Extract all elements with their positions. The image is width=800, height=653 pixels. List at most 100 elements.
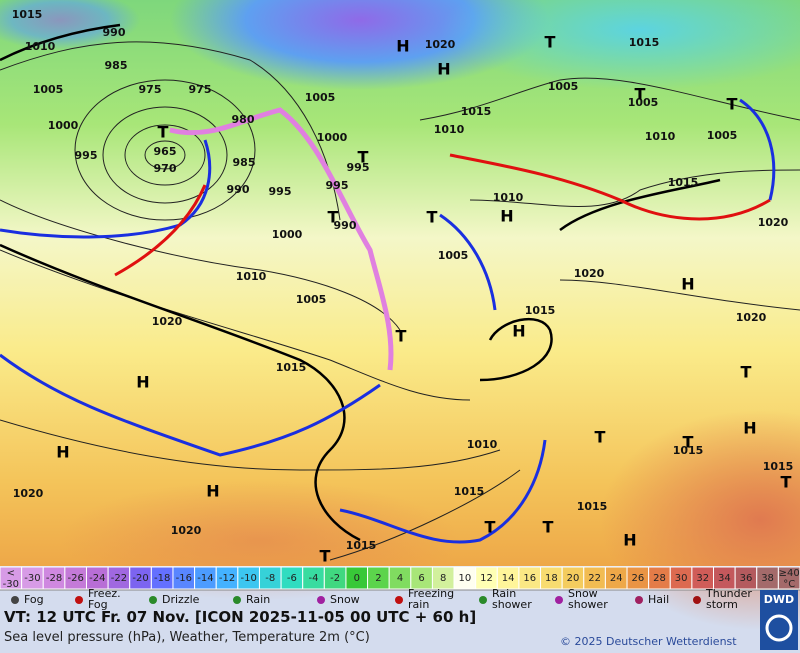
isobar-label: 1010	[434, 123, 465, 136]
legend-label-line: Freezing	[408, 587, 454, 600]
scale-label: -16	[176, 573, 192, 584]
legend-icon	[395, 596, 403, 604]
high-pressure-label: H	[623, 531, 636, 550]
isobar-label: 1010	[236, 270, 267, 283]
map	[0, 0, 800, 630]
scale-label: ≥40	[779, 568, 800, 579]
high-pressure-label: H	[681, 275, 694, 294]
scale-label: 24	[610, 573, 623, 584]
low-pressure-label: T	[358, 148, 369, 167]
low-pressure-label: T	[727, 95, 738, 114]
legend-icon	[555, 596, 563, 604]
low-pressure-label: T	[543, 518, 554, 537]
isobar-label: 995	[75, 149, 98, 162]
isobar-label: 1010	[645, 130, 676, 143]
high-pressure-label: H	[500, 207, 513, 226]
scale-label: 10	[458, 573, 471, 584]
valid-time: VT: 12 UTC Fr. 07 Nov. [ICON 2025-11-05 …	[4, 608, 476, 626]
scale-label: -22	[111, 573, 127, 584]
scale-label: 32	[696, 573, 709, 584]
high-pressure-label: H	[512, 322, 525, 341]
low-pressure-label: T	[320, 547, 331, 566]
scale-label: 38	[761, 573, 774, 584]
low-pressure-label: T	[595, 428, 606, 447]
isobar-label: 1000	[272, 228, 303, 241]
low-pressure-label: T	[741, 363, 752, 382]
legend-label: Freezing rain	[408, 587, 454, 611]
scale-label: 18	[545, 573, 558, 584]
scale-label: 6	[418, 573, 424, 584]
legend-label-line: Drizzle	[162, 593, 200, 606]
legend-icon	[479, 596, 487, 604]
low-pressure-label: T	[545, 33, 556, 52]
legend-label-line: Freez.	[88, 587, 121, 600]
legend-label-line: Snow	[568, 587, 598, 600]
legend-label: Rain shower	[492, 587, 532, 611]
legend-label-line: shower	[568, 598, 608, 611]
legend-label: Snow	[330, 593, 360, 606]
main-isobars	[0, 23, 721, 542]
cool-area	[440, 0, 800, 90]
scale-label: -26	[68, 573, 84, 584]
scale-label: 8	[440, 573, 446, 584]
isobar-label: 1005	[296, 293, 327, 306]
legend-label-line: Hail	[648, 593, 669, 606]
high-pressure-label: H	[56, 443, 69, 462]
isobar-label: 1005	[548, 80, 579, 93]
legend-label: Rain	[246, 593, 270, 606]
isobar-label: 1015	[346, 539, 377, 552]
isobar-label: 990	[227, 183, 250, 196]
isobar-label: 1020	[13, 487, 44, 500]
scale-label: -28	[46, 573, 62, 584]
scale-label: -10	[240, 573, 256, 584]
legend-icon	[75, 596, 83, 604]
scale-label: °C	[783, 579, 795, 590]
isobar-label: 1020	[574, 267, 605, 280]
isobar-label: 1005	[438, 249, 469, 262]
high-pressure-label: H	[437, 60, 450, 79]
high-pressure-label: H	[206, 482, 219, 501]
isobar-label: 1015	[763, 460, 794, 473]
legend-label-line: Fog	[88, 598, 108, 611]
scale-label: <	[7, 568, 15, 579]
isobar-label: 1020	[152, 315, 183, 328]
isobar-label: 995	[269, 185, 292, 198]
low-pressure-label: T	[635, 85, 646, 104]
scale-label: -20	[132, 573, 148, 584]
legend-label-line: Fog	[24, 593, 44, 606]
low-pressure-label: T	[427, 208, 438, 227]
low-pressure-label: T	[485, 518, 496, 537]
dwd-logo-mark	[765, 614, 793, 642]
isobar-label: 1010	[25, 40, 56, 53]
copyright: © 2025 Deutscher Wetterdienst	[560, 635, 737, 648]
legend-label-line: Rain	[246, 593, 270, 606]
legend-label: Thunder storm	[705, 587, 752, 611]
legend-icon	[149, 596, 157, 604]
low-pressure-label: T	[328, 208, 339, 227]
legend-icon	[317, 596, 325, 604]
scale-label: -30	[3, 579, 19, 590]
isobar-label: 1005	[707, 129, 738, 142]
cold-area	[0, 0, 140, 50]
high-pressure-label: H	[136, 373, 149, 392]
legend-icon	[635, 596, 643, 604]
scale-label: 26	[631, 573, 644, 584]
isobar-label: 1020	[736, 311, 767, 324]
fronts	[0, 98, 776, 544]
legend-label: Hail	[648, 593, 669, 606]
scale-label: 4	[397, 573, 403, 584]
legend-icon	[693, 596, 701, 604]
scale-label: -18	[154, 573, 170, 584]
isobar-label: 985	[233, 156, 256, 169]
isobar-label: 1010	[493, 191, 524, 204]
scale-label: -12	[219, 573, 235, 584]
map-description: Sea level pressure (hPa), Weather, Tempe…	[4, 630, 370, 645]
isobar-label: 1015	[668, 176, 699, 189]
isobar-label: 1000	[317, 131, 348, 144]
isobar-label: 1005	[33, 83, 64, 96]
high-pressure-label: H	[396, 37, 409, 56]
high-pressure-label: H	[743, 419, 756, 438]
isobar-label: 1015	[577, 500, 608, 513]
isobar-label: 970	[154, 162, 177, 175]
